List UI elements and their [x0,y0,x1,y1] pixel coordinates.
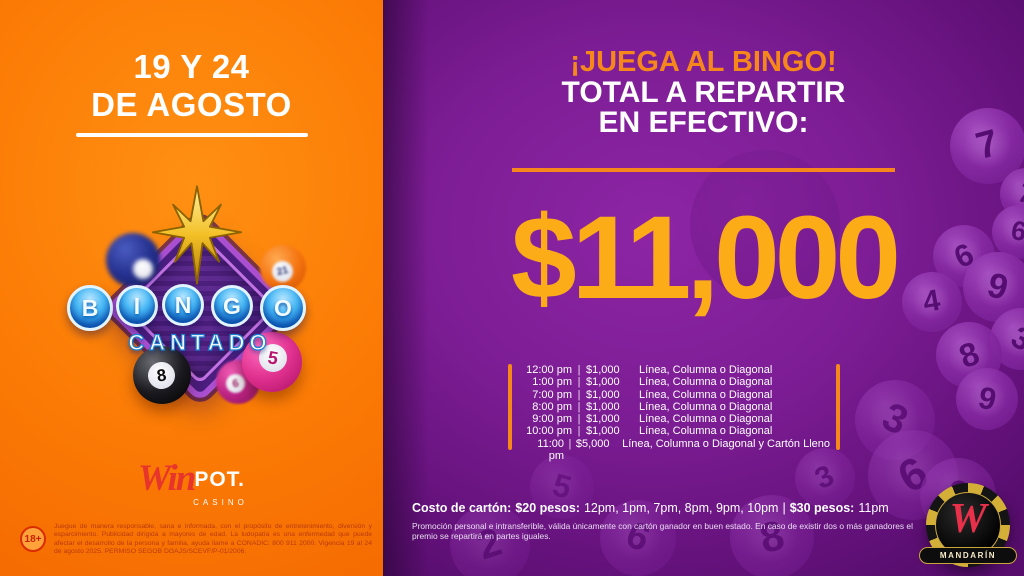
age-18-badge: 18+ [20,526,46,552]
bingo-ball-decor: 5 [530,455,594,519]
price2-times: 11pm [858,501,889,515]
bingo-ball-decor: 2 [450,505,530,576]
headline-total-line2: EN EFECTIVO: [598,106,809,139]
event-dates: 19 Y 24 DE AGOSTO [0,48,383,124]
headline-play-bingo: ¡JUEGA AL BINGO! [570,46,837,78]
schedule-row: 7:00 pm | $1,000 Línea, Columna o Diagonal [532,388,773,401]
mandarin-w-monogram: W [949,496,987,542]
legal-disclaimer: 18+ Juegue de manera responsable, sana e… [20,523,372,556]
bingo-ball-decor: 8 [730,495,814,576]
price2-label: $30 pesos: [789,501,855,515]
black-eight-ball: 8 [133,346,191,404]
winpot-casino-text: CASINO [193,498,248,507]
schedule-row: 8:00 pm | $1,000 Línea, Columna o Diagonal [532,400,773,413]
bingo-ball-decor: 4 [902,272,962,332]
pricing-label: Costo de cartón: [412,501,512,515]
bingo-ball-decor: 6 [600,500,676,576]
headline-total-line1: TOTAL A REPARTIR [561,76,846,109]
schedule-row: 12:00 pm | $1,000 Línea, Columna o Diagonal [526,364,773,376]
legal-text: Juegue de manera responsable, sana e inf… [54,523,372,555]
letter-circle-g: G [211,285,253,327]
date-line-2: DE AGOSTO [91,86,292,123]
winpot-pot-text: POT. [194,468,246,491]
letter-circle-o: O [260,285,306,331]
date-line-1: 19 Y 24 [133,48,250,85]
magenta-five-ball: 5 [242,332,302,392]
orange-bingo-ball: 21 [260,245,306,291]
schedule-row: 1:00 pm | $1,000 Línea, Columna o Diagonal [532,376,773,389]
bingo-ball-decor: 3 [795,448,855,508]
price1-times: 12pm, 1pm, 7pm, 8pm, 9pm, 10pm [583,501,779,515]
schedule-table: 12:00 pm | $1,000 Línea, Columna o Diagonal… [508,362,840,462]
bingo-letter-circles: B I N G O [58,182,338,430]
gold-star-icon [151,185,243,285]
date-underline [76,133,308,137]
letter-circle-b: B [67,285,113,331]
promo-conditions: Promoción personal e intransferible, vál… [412,521,913,542]
winpot-casino-logo: WinPOT. CASINO [0,460,383,507]
card-pricing-line: Costo de cartón: $20 pesos: 12pm, 1pm, 7pm… [412,501,1012,515]
prize-amount: $11,000 [510,192,901,324]
mandarin-casino-chip-logo: W MANDARÍN [919,483,1017,571]
bingo-cantado-logo: 21 6 8 5 B I [58,182,338,430]
right-panel: 7 7 6 6 9 4 3 8 9 3 6 9 8 6 2 5 3 ¡JUEGA… [383,0,1024,576]
blue-bingo-ball [106,233,160,287]
mandarin-name-banner: MANDARÍN [919,547,1017,564]
winpot-win-script: Win [137,458,196,499]
schedule-row: 9:00 pm | $1,000 Línea, Columna o Diagonal [532,413,773,426]
price1-label: $20 pesos: [515,501,580,515]
letter-circle-n: N [162,284,204,326]
pricing-separator: | [782,501,786,515]
headline-block: ¡JUEGA AL BINGO! TOTAL A REPARTIR EN EFE… [383,46,1024,138]
schedule-row: 10:00 pm | $1,000 Línea, Columna o Diagonal [526,425,773,438]
ball-blob-decor [690,150,840,300]
letter-circle-i: I [116,285,158,327]
orange-divider [512,168,895,172]
schedule-row: 11:00 pm | $5,000 Línea, Columna o Diagonal… [537,437,830,463]
left-panel: 19 Y 24 DE AGOSTO 21 6 8 [0,0,383,576]
schedule-left-bar [508,364,512,450]
bingo-ball-decor: 9 [956,368,1018,430]
schedule-right-bar [836,364,840,450]
logo-subtitle: CANTADO [128,329,272,355]
